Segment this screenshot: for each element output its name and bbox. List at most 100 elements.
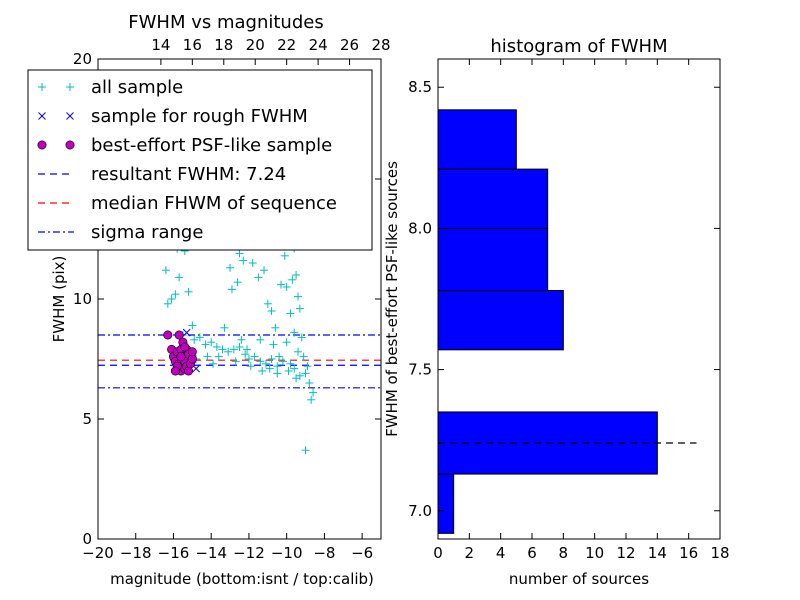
right-panel: 0 2 4 6 8 10 12 14 16 18 7.0 7.5 8.0 8.5 histogram o… [383,36,730,588]
right-x-tick-label: 0 [433,544,443,562]
right-y-tick-label: 8.0 [408,219,432,237]
left-title: FWHM vs magnitudes [128,12,323,33]
legend-item: sample for rough FWHM [38,106,308,127]
point-all-sample [243,345,252,354]
left-x-tick-label: −20 [82,544,114,562]
right-x-axis-label: number of sources [509,570,649,588]
right-y-tick-label: 7.0 [408,502,432,520]
left-y-tick-label: 10 [73,290,92,308]
right-y-ticks: 7.0 7.5 8.0 8.5 [408,78,720,520]
point-all-sample [282,338,291,347]
point-all-sample [301,369,310,378]
point-all-sample [188,321,197,330]
right-y-tick-label: 7.5 [408,361,432,379]
point-all-sample [239,256,248,265]
point-all-sample [233,278,242,287]
point-all-sample [309,388,318,397]
legend-label: sample for rough FWHM [91,106,308,127]
histogram-bar [437,168,549,229]
point-all-sample [301,446,310,455]
point-all-sample [224,347,233,356]
right-x-tick-label: 6 [527,544,537,562]
left-top-tick-label: 14 [151,36,170,54]
point-all-sample [209,359,218,368]
point-all-sample [161,266,170,275]
legend-marker-circle [65,140,75,150]
point-all-sample [293,347,302,356]
point-all-sample [235,249,244,258]
point-psf-like-sample [180,342,190,352]
point-all-sample [307,395,316,404]
point-all-sample [244,355,253,363]
point-psf-like-sample [187,347,197,357]
legend-marker-circle [37,140,47,150]
right-x-tick-label: 10 [585,544,604,562]
left-y-axis-label: FWHM (pix) [50,256,68,343]
left-x-tick-label: −10 [271,544,303,562]
point-all-sample [241,350,250,359]
right-x-tick-label: 18 [710,544,729,562]
legend-item: sigma range [38,222,203,243]
point-all-sample [293,292,302,301]
left-x-axis-label: magnitude (bottom:isnt / top:calib) [110,570,374,588]
left-x-tick-label: −14 [195,544,227,562]
point-all-sample [267,355,276,363]
left-reference-lines [98,334,381,389]
histogram-bar [437,109,517,170]
point-all-sample [167,295,176,303]
legend-label: all sample [91,77,183,98]
legend-items: all sample sample for rough FWHM best-effo… [37,77,337,243]
point-all-sample [256,357,265,366]
right-x-ticks: 0 2 4 6 8 10 12 14 16 18 [433,59,730,562]
point-all-sample [286,309,295,318]
legend-item: all sample [38,77,183,98]
right-y-tick-label: 8.5 [408,78,432,96]
point-all-sample [254,273,263,282]
legend-marker-x [66,112,74,120]
point-all-sample [288,275,297,284]
point-all-sample [184,287,193,296]
point-all-sample [207,338,216,347]
point-all-sample [214,352,223,361]
point-all-sample [292,374,301,383]
point-all-sample [261,359,270,368]
histogram-bar [437,227,549,292]
point-all-sample [275,352,284,361]
left-top-tick-label: 26 [340,36,359,54]
point-all-sample [303,362,312,371]
point-all-sample [278,357,287,366]
point-all-sample [284,367,293,375]
point-all-sample [299,352,308,361]
left-x-ticks: −20 −18 −16 −14 −12 −10 −8 −6 [82,533,373,562]
point-all-sample [295,304,304,313]
histogram-bar [437,290,564,351]
legend-label: best-effort PSF-like sample [91,135,332,156]
right-x-tick-label: 4 [496,544,506,562]
point-all-sample [220,323,229,332]
left-top-tick-label: 22 [277,36,296,54]
point-all-sample [292,271,301,279]
point-all-sample [258,367,267,375]
point-all-sample [190,335,199,344]
point-all-sample [256,335,265,344]
point-all-sample [231,357,240,366]
point-psf-like-sample [163,330,173,340]
point-psf-like-sample [176,352,186,362]
point-all-sample [280,251,289,260]
point-all-sample [235,343,244,351]
legend-item: resultant FWHM: 7.24 [38,164,286,185]
legend: all sample sample for rough FWHM best-effo… [27,69,373,251]
point-all-sample [277,280,286,289]
point-all-sample [201,340,210,349]
left-x-tick-label: −18 [120,544,152,562]
point-all-sample [171,290,180,299]
point-all-sample [290,328,299,337]
legend-box [27,69,373,251]
point-all-sample [163,299,172,308]
histogram-bar [437,473,455,534]
point-all-sample [297,333,306,342]
right-x-tick-label: 8 [559,544,569,562]
right-x-tick-label: 12 [616,544,635,562]
left-scatter-points [161,187,318,455]
